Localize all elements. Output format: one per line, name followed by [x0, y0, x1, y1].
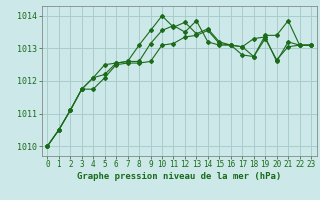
X-axis label: Graphe pression niveau de la mer (hPa): Graphe pression niveau de la mer (hPa): [77, 172, 281, 181]
